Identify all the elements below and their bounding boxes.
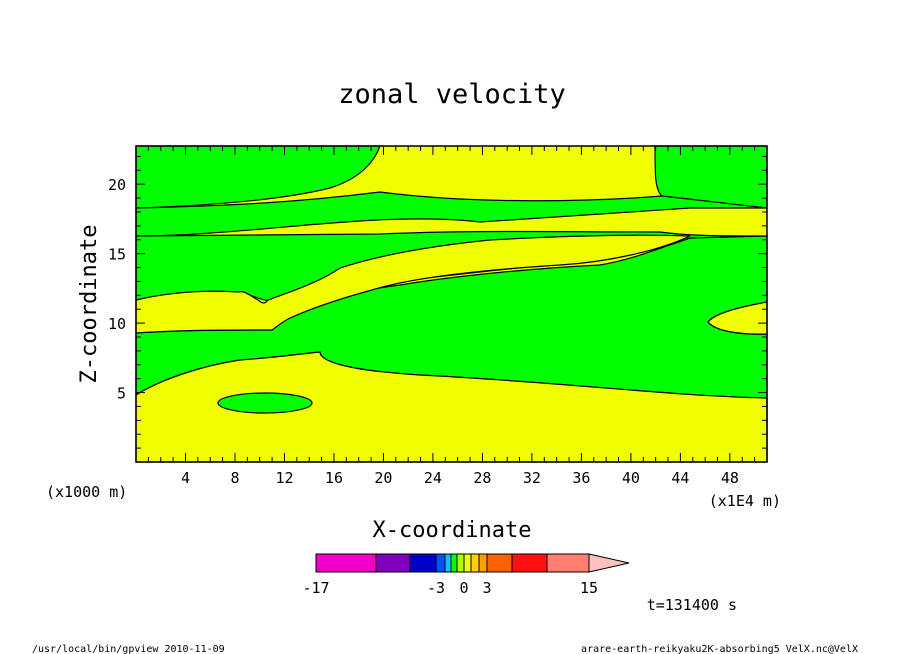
- x-axis-label: X-coordinate: [373, 518, 532, 543]
- x-tick-label: 40: [622, 469, 640, 487]
- colorbar-swatch: [486, 553, 513, 573]
- colorbar-swatch: [375, 553, 411, 573]
- colorbar-swatch: [470, 553, 480, 573]
- green-band-upper: [135, 191, 768, 237]
- y-axis-ticks: 5 10 15 20: [108, 155, 767, 449]
- y-unit-note: (x1000 m): [46, 483, 127, 501]
- yellow-region-lower: [135, 351, 768, 463]
- x-tick-label: 4: [181, 469, 190, 487]
- x-tick-label: 24: [424, 469, 442, 487]
- colorbar-tick-label: 3: [482, 579, 491, 597]
- x-tick-label: 36: [572, 469, 590, 487]
- chart-title: zonal velocity: [338, 79, 566, 110]
- footer-right: arare-earth-reikyaku2K-absorbing5_VelX.n…: [581, 644, 858, 654]
- colorbar-tick-labels: -17 -3 0 3 15: [302, 579, 598, 597]
- colorbar-swatch: [444, 553, 452, 573]
- y-tick-label: 15: [108, 246, 126, 264]
- yellow-band-mid: [135, 234, 691, 334]
- x-tick-label: 12: [275, 469, 293, 487]
- colorbar-tick-label: 0: [459, 579, 468, 597]
- colorbar-swatch: [435, 553, 446, 573]
- colorbar-tick-label: -17: [302, 579, 329, 597]
- colorbar-tick-label: 15: [580, 579, 598, 597]
- x-tick-label: 44: [671, 469, 689, 487]
- y-tick-label: 10: [108, 315, 126, 333]
- colorbar: [315, 553, 630, 573]
- x-tick-label: 32: [523, 469, 541, 487]
- x-tick-label: 28: [473, 469, 491, 487]
- colorbar-swatch: [456, 553, 465, 573]
- colorbar-tick-label: -3: [427, 579, 445, 597]
- colorbar-swatch: [511, 553, 548, 573]
- x-tick-label: 20: [374, 469, 392, 487]
- y-tick-label: 20: [108, 176, 126, 194]
- x-tick-label: 48: [721, 469, 739, 487]
- x-tick-label: 8: [230, 469, 239, 487]
- colorbar-swatch: [478, 553, 488, 573]
- colorbar-swatch: [546, 553, 590, 573]
- y-axis-label: Z-coordinate: [77, 225, 102, 384]
- x-tick-label: 16: [325, 469, 343, 487]
- plot-frame: [135, 145, 768, 463]
- footer-left: /usr/local/bin/gpview 2010-11-09: [32, 644, 225, 654]
- colorbar-swatch: [315, 553, 377, 573]
- colorbar-swatch: [409, 553, 437, 573]
- yellow-lens-right: [707, 301, 768, 335]
- x-unit-note: (x1E4 m): [709, 492, 781, 510]
- colorbar-swatch: [450, 553, 458, 573]
- plot-area: [135, 145, 768, 463]
- colorbar-arrow: [588, 553, 630, 573]
- time-label: t=131400 s: [647, 596, 737, 614]
- colorbar-swatch: [463, 553, 472, 573]
- green-region-top-left: [135, 145, 381, 209]
- x-axis-ticks: 4 8 12 16 20 24 28 32 36 40 44 48: [147, 146, 756, 487]
- y-tick-label: 5: [117, 385, 126, 403]
- green-ellipse-lower: [217, 392, 313, 414]
